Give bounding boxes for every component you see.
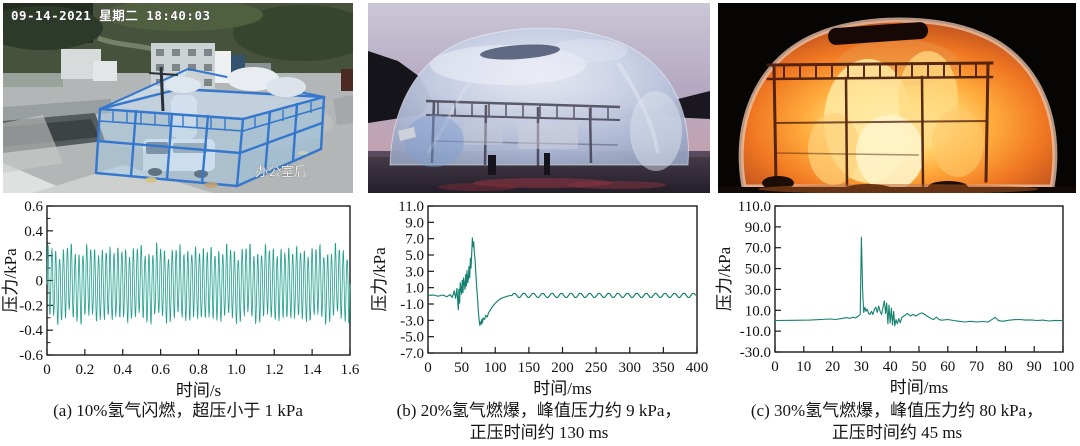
svg-text:5.0: 5.0 xyxy=(405,248,424,264)
svg-text:110.0: 110.0 xyxy=(738,199,771,215)
caption-panel-b: (b) 20%氢气燃爆，峰值压力约 9 kPa， 正压时间约 130 ms xyxy=(368,400,710,444)
caption-line: (a) 10%氢气闪燃，超压小于 1 kPa xyxy=(53,401,303,420)
svg-text:350: 350 xyxy=(652,360,675,376)
svg-text:0: 0 xyxy=(771,359,779,375)
svg-text:0.2: 0.2 xyxy=(24,249,43,265)
caption-panel-c: (c) 30%氢气燃爆，峰值压力约 80 kPa， 正压时间约 45 ms xyxy=(718,400,1076,444)
svg-text:-30.0: -30.0 xyxy=(740,345,771,361)
svg-text:1.4: 1.4 xyxy=(303,362,322,378)
svg-text:-0.2: -0.2 xyxy=(19,298,43,314)
svg-text:70: 70 xyxy=(969,359,984,375)
svg-text:压力/kPa: 压力/kPa xyxy=(1,248,20,313)
steel-frame xyxy=(425,99,621,166)
svg-text:50.0: 50.0 xyxy=(745,262,771,278)
svg-text:40: 40 xyxy=(883,359,898,375)
svg-text:0: 0 xyxy=(36,274,44,290)
caption-line: 正压时间约 130 ms xyxy=(469,423,609,442)
svg-text:0: 0 xyxy=(424,360,432,376)
chart-c-pressure-time: 0 10 20 30 40 50 60 70 80 90 100 -30.0 -10.0 10.0 30.0… xyxy=(715,199,1075,397)
svg-text:0.6: 0.6 xyxy=(24,199,43,215)
svg-text:0: 0 xyxy=(43,362,51,378)
white-tarp xyxy=(227,67,279,91)
svg-text:70.0: 70.0 xyxy=(745,241,771,257)
svg-text:300: 300 xyxy=(619,360,642,376)
svg-text:-0.4: -0.4 xyxy=(19,323,43,339)
svg-text:200: 200 xyxy=(551,360,574,376)
svg-text:时间/ms: 时间/ms xyxy=(533,379,592,398)
svg-text:0.6: 0.6 xyxy=(151,362,170,378)
caption-panel-a: (a) 10%氢气闪燃，超压小于 1 kPa xyxy=(3,400,353,422)
svg-text:1.6: 1.6 xyxy=(341,362,360,378)
svg-text:400: 400 xyxy=(686,360,709,376)
cctv-timestamp: 09-14-2021 星期二 18:40:03 xyxy=(11,8,211,23)
chart-b-pressure-time: 0 50 100 150 200 250 300 350 400 -7.0-5.0-3.0-1.0… xyxy=(370,199,709,398)
svg-text:-5.0: -5.0 xyxy=(400,330,424,346)
svg-text:1.2: 1.2 xyxy=(265,362,284,378)
cctv-location-label: 办公室后 xyxy=(255,164,307,179)
svg-text:90: 90 xyxy=(1027,359,1042,375)
svg-text:时间/ms: 时间/ms xyxy=(890,378,949,397)
chart-a-pressure-time: 0 0.2 0.4 0.6 0.8 1.0 1.2 1.4 1.6 -0.6 -0.4 -0.2 0 0.… xyxy=(1,199,360,400)
svg-text:30.0: 30.0 xyxy=(745,282,771,298)
dome-top-slot xyxy=(480,44,560,60)
svg-text:150: 150 xyxy=(518,360,541,376)
svg-text:50: 50 xyxy=(454,360,469,376)
caption-line: (b) 20%氢气燃爆，峰值压力约 9 kPa， xyxy=(396,401,682,420)
blue-test-cage xyxy=(94,66,326,188)
caption-line: (c) 30%氢气燃爆，峰值压力约 80 kPa， xyxy=(750,401,1044,420)
svg-text:20: 20 xyxy=(825,359,840,375)
svg-text:9.0: 9.0 xyxy=(405,215,424,231)
svg-text:0.8: 0.8 xyxy=(189,362,208,378)
svg-text:80: 80 xyxy=(998,359,1013,375)
svg-text:-10.0: -10.0 xyxy=(740,324,771,340)
svg-text:3.0: 3.0 xyxy=(405,264,424,280)
svg-text:-7.0: -7.0 xyxy=(400,346,424,362)
svg-text:1.0: 1.0 xyxy=(405,281,424,297)
photo-night-explosion xyxy=(718,3,1076,193)
photo-dusk-dome xyxy=(368,3,710,193)
svg-text:时间/s: 时间/s xyxy=(176,381,221,400)
svg-text:-1.0: -1.0 xyxy=(400,297,424,313)
svg-text:50: 50 xyxy=(912,359,927,375)
svg-text:0.4: 0.4 xyxy=(24,224,43,240)
svg-text:0.2: 0.2 xyxy=(76,362,95,378)
photo-flash-test-cctv: 09-14-2021 星期二 18:40:03 办公室后 xyxy=(3,3,353,193)
svg-text:7.0: 7.0 xyxy=(405,232,424,248)
svg-text:-0.6: -0.6 xyxy=(19,348,43,364)
svg-text:100: 100 xyxy=(1052,359,1075,375)
svg-text:1.0: 1.0 xyxy=(227,362,246,378)
svg-text:11.0: 11.0 xyxy=(398,199,424,215)
svg-text:250: 250 xyxy=(585,360,608,376)
caption-line: 正压时间约 45 ms xyxy=(831,423,963,442)
svg-text:30: 30 xyxy=(854,359,869,375)
svg-text:0.4: 0.4 xyxy=(113,362,132,378)
svg-text:60: 60 xyxy=(940,359,955,375)
svg-text:压力/kPa: 压力/kPa xyxy=(370,247,389,312)
steel-frame-silhouette xyxy=(766,61,994,188)
svg-text:压力/kPa: 压力/kPa xyxy=(715,246,734,311)
svg-text:10: 10 xyxy=(796,359,811,375)
dome-top-slot xyxy=(828,22,928,45)
svg-text:-3.0: -3.0 xyxy=(400,313,424,329)
svg-text:10.0: 10.0 xyxy=(745,303,771,319)
svg-text:90.0: 90.0 xyxy=(745,220,771,236)
svg-text:100: 100 xyxy=(484,360,507,376)
